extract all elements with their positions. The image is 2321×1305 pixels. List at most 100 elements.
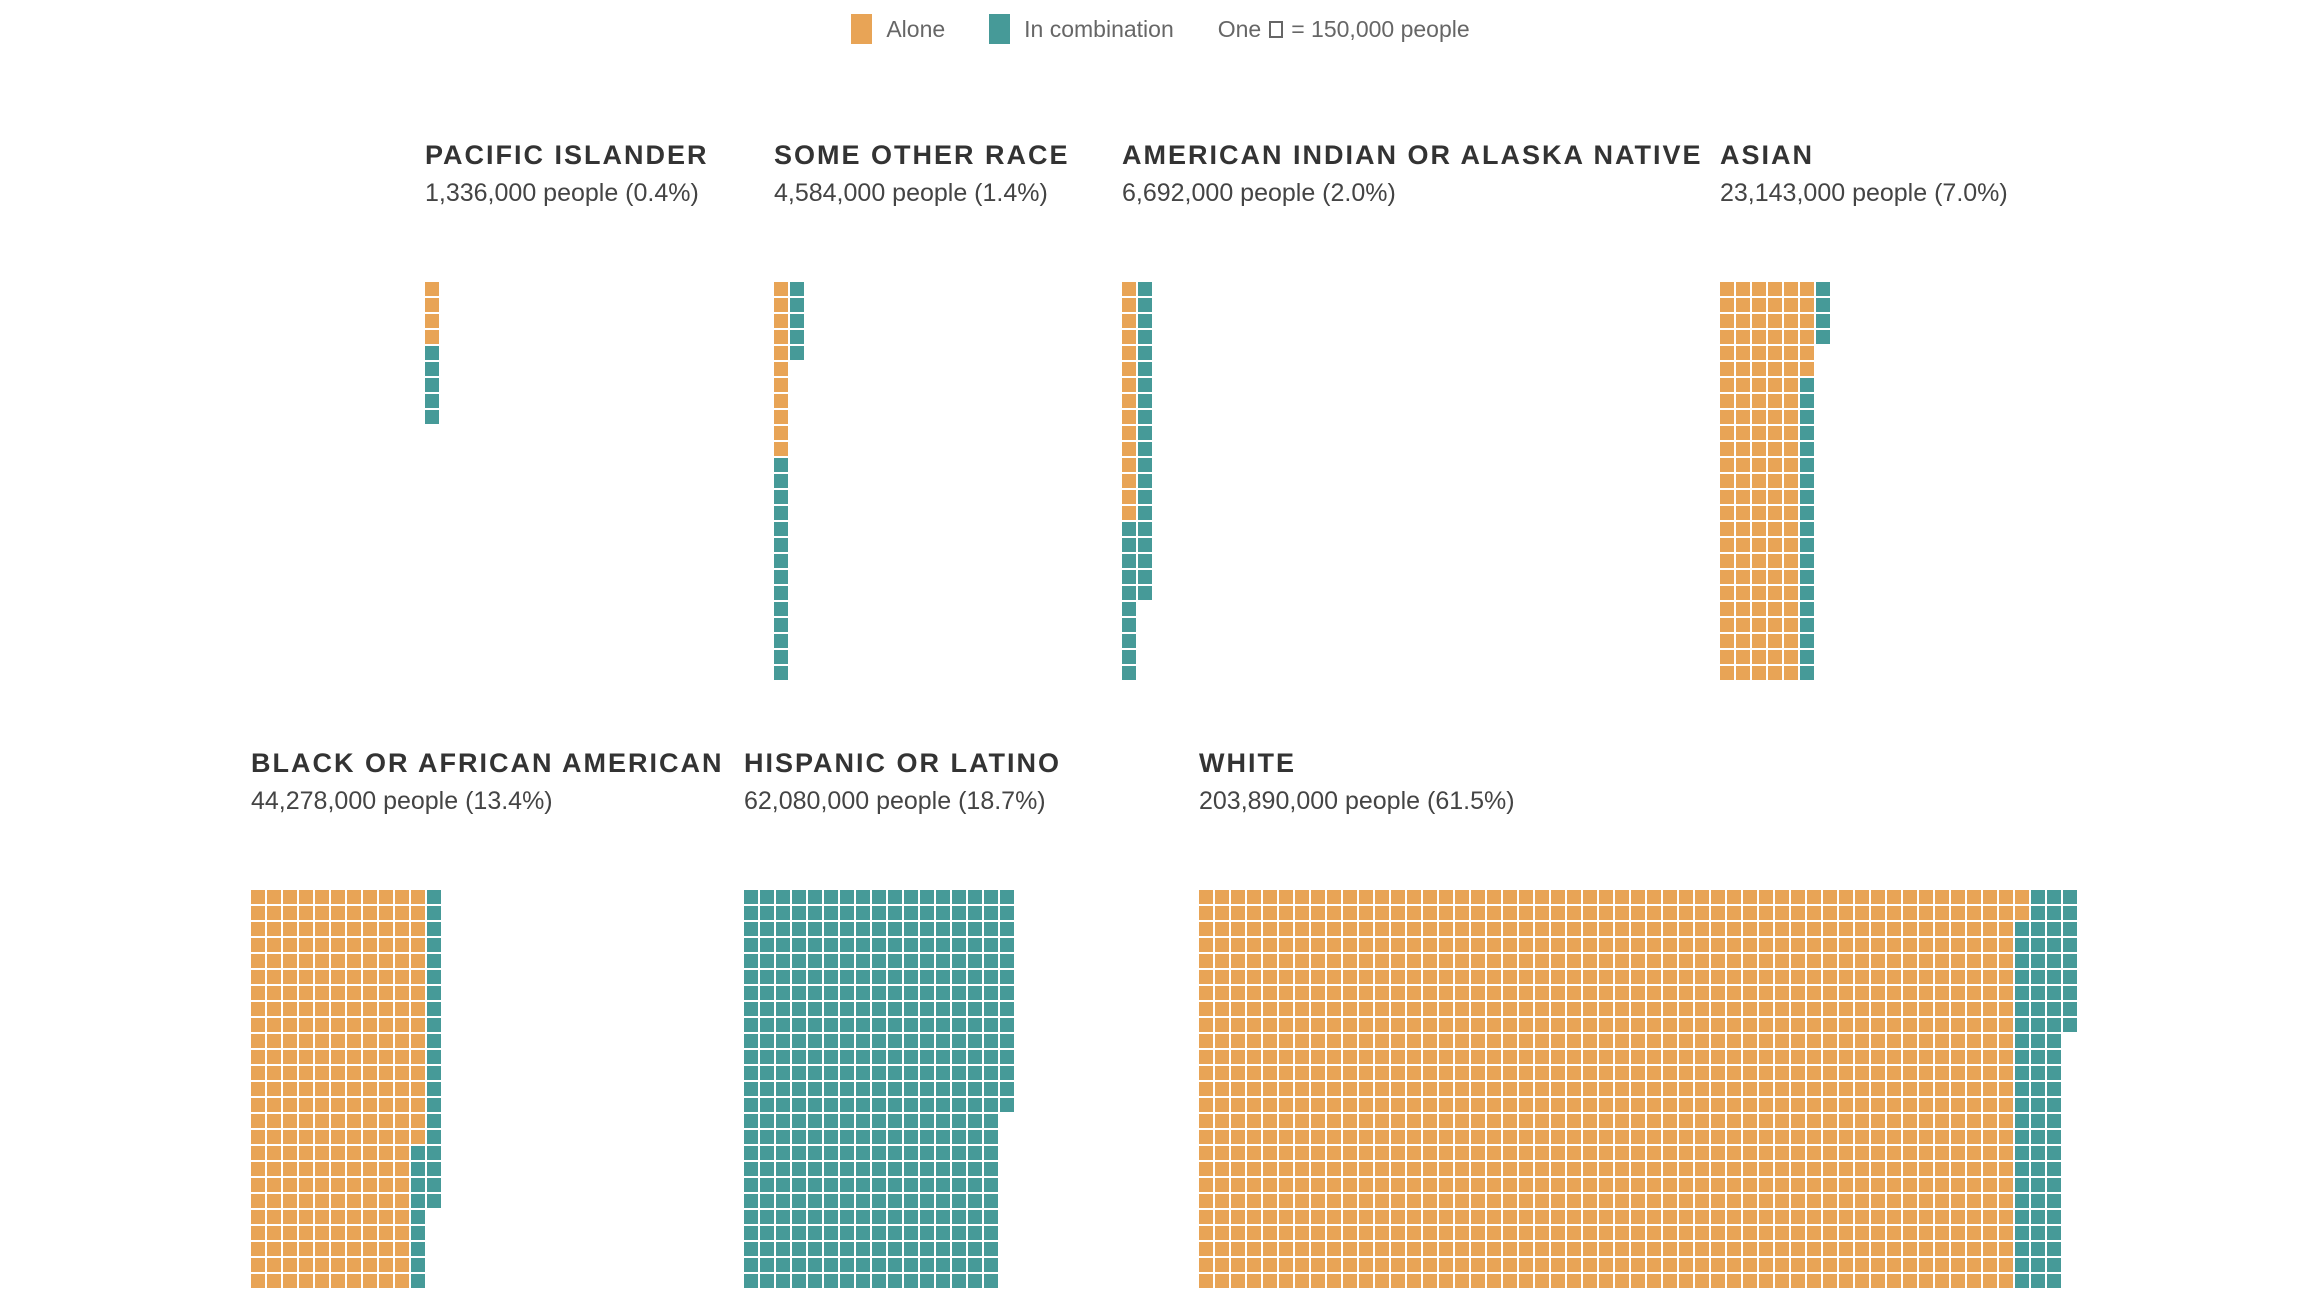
square-alone <box>1647 1194 1661 1208</box>
square-alone <box>1919 1066 1933 1080</box>
square-combination <box>952 1018 966 1032</box>
square-alone <box>1759 1034 1773 1048</box>
square-alone <box>411 1018 425 1032</box>
square-combination <box>744 1242 758 1256</box>
square-alone <box>1567 1018 1581 1032</box>
square-alone <box>1551 1050 1565 1064</box>
square-combination <box>776 1226 790 1240</box>
square-alone <box>1215 1130 1229 1144</box>
square-combination <box>872 1018 886 1032</box>
square-combination <box>1816 298 1830 312</box>
square-alone <box>1855 922 1869 936</box>
square-alone <box>1583 1002 1597 1016</box>
square-alone <box>1983 1258 1997 1272</box>
square-alone <box>1720 554 1734 568</box>
square-alone <box>1752 330 1766 344</box>
square-combination <box>2047 1018 2061 1032</box>
square-alone <box>251 986 265 1000</box>
square-alone <box>1695 1274 1709 1288</box>
square-alone <box>1775 938 1789 952</box>
square-alone <box>331 1018 345 1032</box>
square-alone <box>1743 1066 1757 1080</box>
square-alone <box>1951 1114 1965 1128</box>
square-combination <box>824 970 838 984</box>
square-alone <box>1455 970 1469 984</box>
square-alone <box>1487 1226 1501 1240</box>
square-alone <box>1263 954 1277 968</box>
square-alone <box>1122 394 1136 408</box>
square-alone <box>1983 1002 1997 1016</box>
square-alone <box>1720 490 1734 504</box>
square-alone <box>1759 1098 1773 1112</box>
square-alone <box>1983 1034 1997 1048</box>
square-combination <box>808 1130 822 1144</box>
square-alone <box>1487 1018 1501 1032</box>
square-alone <box>1791 1050 1805 1064</box>
square-combination <box>427 1034 441 1048</box>
waffle-grid <box>744 890 1014 1288</box>
square-alone <box>1983 1194 1997 1208</box>
square-alone <box>1231 1178 1245 1192</box>
square-alone <box>1551 986 1565 1000</box>
square-combination <box>904 1178 918 1192</box>
square-combination <box>872 1178 886 1192</box>
square-alone <box>1752 442 1766 456</box>
square-alone <box>1551 954 1565 968</box>
square-alone <box>411 1050 425 1064</box>
square-alone <box>1455 1018 1469 1032</box>
square-alone <box>1295 938 1309 952</box>
square-alone <box>1775 1018 1789 1032</box>
square-alone <box>1807 1098 1821 1112</box>
square-alone <box>1695 1066 1709 1080</box>
square-alone <box>347 1226 361 1240</box>
square-alone <box>251 1210 265 1224</box>
square-alone <box>1455 1194 1469 1208</box>
square-alone <box>1122 474 1136 488</box>
square-alone <box>1551 922 1565 936</box>
square-combination <box>1000 1082 1014 1096</box>
square-combination <box>968 922 982 936</box>
square-alone <box>395 1130 409 1144</box>
square-alone <box>1743 1162 1757 1176</box>
square-alone <box>1903 1146 1917 1160</box>
square-alone <box>1122 458 1136 472</box>
square-combination <box>808 1002 822 1016</box>
square-alone <box>1784 314 1798 328</box>
square-combination <box>2015 1178 2029 1192</box>
square-alone <box>1967 1034 1981 1048</box>
square-alone <box>1615 1034 1629 1048</box>
square-alone <box>251 1146 265 1160</box>
square-alone <box>1807 1162 1821 1176</box>
square-alone <box>1807 1018 1821 1032</box>
square-combination <box>920 1274 934 1288</box>
square-combination <box>888 1018 902 1032</box>
square-alone <box>1736 554 1750 568</box>
square-combination <box>808 890 822 904</box>
square-combination <box>2031 970 2045 984</box>
square-alone <box>1199 906 1213 920</box>
square-alone <box>1871 1274 1885 1288</box>
square-alone <box>1759 986 1773 1000</box>
square-alone <box>1679 1146 1693 1160</box>
square-combination <box>936 1226 950 1240</box>
legend-unit-prefix: One <box>1217 15 1262 42</box>
square-combination <box>2031 1178 2045 1192</box>
square-alone <box>1599 1002 1613 1016</box>
square-combination <box>808 906 822 920</box>
square-alone <box>1359 1274 1373 1288</box>
square-combination <box>2015 986 2029 1000</box>
square-alone <box>347 1018 361 1032</box>
square-alone <box>1439 906 1453 920</box>
square-combination <box>824 922 838 936</box>
square-alone <box>411 922 425 936</box>
square-alone <box>1999 1194 2013 1208</box>
square-alone <box>1551 906 1565 920</box>
square-alone <box>1231 1082 1245 1096</box>
square-alone <box>283 1210 297 1224</box>
square-alone <box>1535 1226 1549 1240</box>
square-alone <box>1647 1242 1661 1256</box>
square-combination <box>776 890 790 904</box>
square-alone <box>1752 506 1766 520</box>
square-alone <box>1599 1098 1613 1112</box>
square-alone <box>1215 1210 1229 1224</box>
